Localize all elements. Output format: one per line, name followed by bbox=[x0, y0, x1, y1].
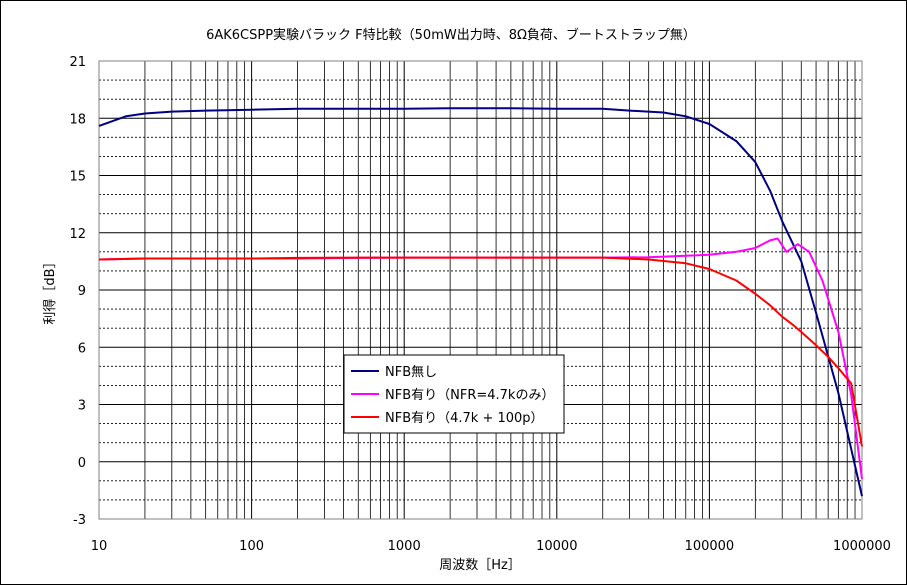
legend-box bbox=[343, 354, 565, 434]
series-lines bbox=[98, 107, 863, 497]
x-tick-label: 1000 bbox=[388, 539, 421, 554]
x-tick-label: 10 bbox=[91, 539, 108, 554]
y-tick-label: 0 bbox=[78, 456, 86, 471]
y-tick-label: 6 bbox=[78, 341, 86, 356]
series-line-1 bbox=[98, 107, 863, 497]
legend-label: NFB無し bbox=[385, 365, 437, 380]
legend-items: NFB無し NFB有り（NFR=4.7kのみ） NFB有り（4.7k + 100p） bbox=[351, 365, 554, 426]
x-tick-label: 10000 bbox=[536, 539, 577, 554]
chart-title: 6AK6CSPP実験バラック F特比較（50mW出力時、8Ω負荷、ブートストラッ… bbox=[206, 27, 696, 43]
y-tick-label: 21 bbox=[69, 55, 86, 70]
x-tick-labels: 10 100 1000 10000 100000 1000000 bbox=[91, 539, 891, 554]
x-tick-label: 1000000 bbox=[833, 539, 891, 554]
y-tick-labels: -3 0 3 6 9 12 15 18 21 bbox=[69, 55, 86, 528]
y-tick-label: -3 bbox=[73, 513, 86, 528]
legend-label: NFB有り（NFR=4.7kのみ） bbox=[385, 388, 554, 403]
legend: NFB無し NFB有り（NFR=4.7kのみ） NFB有り（4.7k + 100p） bbox=[343, 354, 565, 434]
series-line-3 bbox=[98, 256, 863, 447]
plot-area bbox=[98, 60, 863, 520]
y-tick-label: 18 bbox=[69, 112, 86, 127]
x-tick-label: 100 bbox=[239, 539, 264, 554]
x-tick-label: 100000 bbox=[685, 539, 735, 554]
grid bbox=[99, 61, 862, 519]
y-tick-label: 9 bbox=[78, 284, 86, 299]
legend-label: NFB有り（4.7k + 100p） bbox=[385, 411, 544, 426]
y-tick-label: 12 bbox=[69, 227, 86, 242]
y-tick-label: 15 bbox=[69, 170, 86, 185]
y-axis-label: 利得［dB］ bbox=[42, 255, 58, 324]
x-axis-label: 周波数［Hz］ bbox=[439, 558, 521, 573]
y-tick-label: 3 bbox=[78, 399, 86, 414]
